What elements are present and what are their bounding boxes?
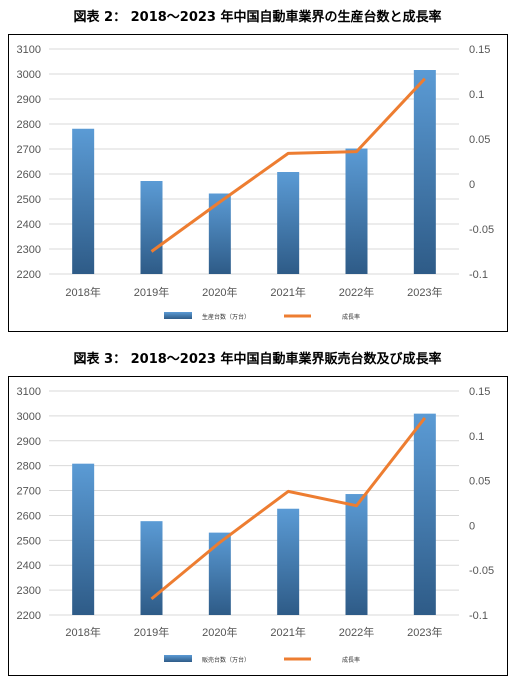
y2-axis-tick-label: 0 [469,179,475,191]
x-axis-tick-label: 2019年 [134,625,169,639]
y-axis-tick-label: 2700 [17,486,41,498]
y2-axis-tick-label: -0.1 [469,610,488,622]
legend-bar-swatch [164,655,192,662]
y2-axis-tick-label: 0 [469,520,475,532]
growth-rate-line [150,77,426,253]
legend-line-label: 成長率 [342,313,360,321]
y-axis-tick-label: 3100 [17,44,41,56]
x-axis-tick-label: 2018年 [65,285,100,299]
y-axis-tick-label: 3000 [17,411,41,423]
y-axis-tick-label: 2300 [17,244,41,256]
bar-2023年 [413,70,436,274]
y-axis-tick-label: 2200 [17,610,41,622]
y-axis-tick-label: 2300 [17,585,41,597]
x-axis-tick-label: 2023年 [407,625,442,639]
figure-2-title: 図表 2： 2018〜2023 年中国自動車業界の生産台数と成長率 [73,10,442,25]
bar-2018年 [72,463,95,615]
bar-2021年 [277,508,300,615]
y-axis-tick-label: 3100 [17,386,41,398]
y2-axis-tick-label: 0.05 [469,134,490,146]
y2-axis-tick-label: -0.05 [469,224,494,236]
bar-2022年 [345,148,368,274]
y2-axis-tick-label: 0.15 [469,44,490,56]
x-axis-tick-label: 2019年 [134,285,169,299]
y-axis-tick-label: 2900 [17,94,41,106]
y2-axis-tick-label: 0.05 [469,476,490,488]
y2-axis-tick-label: -0.1 [469,269,488,281]
y-axis-tick-label: 2400 [17,560,41,572]
bar-2019年 [140,181,163,274]
y2-axis-tick-label: 0.15 [469,386,490,398]
y-axis-tick-label: 2600 [17,169,41,181]
bar-2018年 [72,128,95,274]
legend-bar-label: 販売台数（万台） [202,656,250,664]
y-axis-tick-label: 2800 [17,461,41,473]
bar-2022年 [345,494,368,615]
y-axis-tick-label: 2500 [17,535,41,547]
bar-2023年 [413,413,436,615]
y2-axis-tick-label: 0.1 [469,431,484,443]
y-axis-tick-label: 2500 [17,194,41,206]
x-axis-tick-label: 2020年 [202,285,237,299]
x-axis-tick-label: 2023年 [407,285,442,299]
y-axis-tick-label: 2200 [17,269,41,281]
sales-chart: 2200 2300 2400 2500 2600 2700 2800 2900 3000 3100… [17,386,495,664]
y-axis-tick-label: 2900 [17,436,41,448]
y-axis-tick-label: 2400 [17,219,41,231]
y-axis-tick-label: 2700 [17,144,41,156]
y-axis-tick-label: 2600 [17,510,41,522]
bar-2020年 [208,193,231,274]
bar-2021年 [277,172,300,274]
x-axis-tick-label: 2021年 [270,285,305,299]
legend-bar-label: 生産台数（万台） [202,313,250,321]
legend-line-label: 成長率 [342,656,360,664]
figure-3-title: 図表 3： 2018〜2023 年中国自動車業界販売台数及び成長率 [73,352,442,367]
bar-2019年 [140,521,163,615]
legend-bar-swatch [164,312,192,319]
x-axis-tick-label: 2021年 [270,625,305,639]
growth-rate-line [150,416,426,601]
y-axis-tick-label: 2800 [17,119,41,131]
chart-panel-production: 2200 2300 2400 2500 2600 2700 2800 2900 3000 3100… [8,34,508,332]
bar-2020年 [208,532,231,615]
y2-axis-tick-label: -0.05 [469,565,494,577]
x-axis-tick-label: 2018年 [65,625,100,639]
production-chart: 2200 2300 2400 2500 2600 2700 2800 2900 3000 3100… [17,44,495,321]
x-axis-tick-label: 2022年 [339,625,374,639]
x-axis-tick-label: 2022年 [339,285,374,299]
x-axis-tick-label: 2020年 [202,625,237,639]
y2-axis-tick-label: 0.1 [469,89,484,101]
y-axis-tick-label: 3000 [17,69,41,81]
chart-panel-sales: 2200 2300 2400 2500 2600 2700 2800 2900 3000 3100… [8,376,508,676]
